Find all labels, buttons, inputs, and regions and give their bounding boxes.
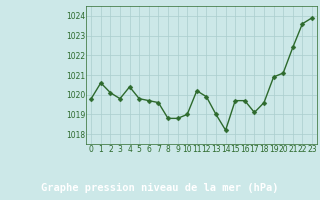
Text: Graphe pression niveau de la mer (hPa): Graphe pression niveau de la mer (hPa) bbox=[41, 183, 279, 193]
